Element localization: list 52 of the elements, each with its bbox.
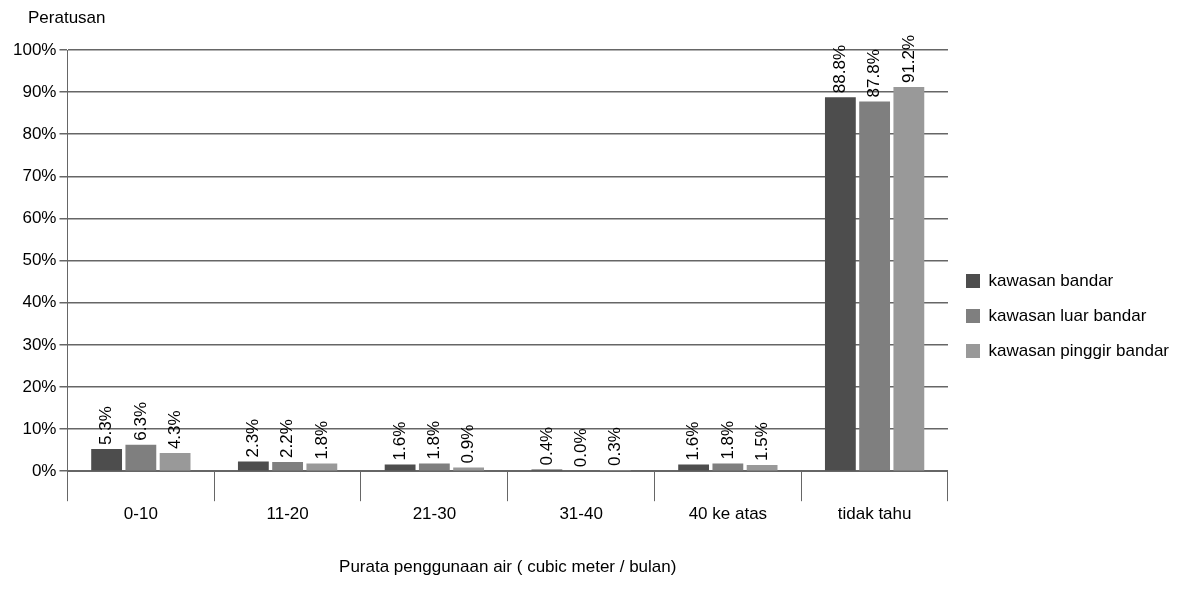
bar (453, 467, 485, 471)
bar (384, 464, 416, 471)
data-label: 0.0% (570, 428, 590, 468)
y-tick-label: 100% (13, 39, 57, 59)
legend-label: kawasan luar bandar (988, 305, 1147, 325)
data-label: 91.2% (898, 34, 918, 84)
data-label: 1.5% (751, 422, 771, 461)
y-tick-label: 80% (22, 123, 57, 143)
data-label: 6.3% (130, 401, 150, 441)
data-label: 88.8% (830, 44, 850, 94)
x-axis-title: Purata penggunaan air ( cubic meter / bulan) (339, 557, 677, 577)
data-label: 2.2% (277, 419, 297, 458)
bar (824, 97, 856, 471)
data-label: 1.6% (389, 421, 409, 461)
bar (746, 464, 778, 471)
y-tick-label: 90% (22, 81, 57, 101)
data-label: 5.3% (96, 406, 116, 445)
bar (678, 464, 710, 471)
y-tick-label: 60% (22, 208, 57, 228)
x-tick-label: 40 ke atas (688, 504, 768, 524)
bar (272, 461, 304, 471)
data-label: 87.8% (864, 49, 884, 98)
data-label: 2.3% (243, 418, 263, 458)
data-label: 0.4% (536, 426, 556, 466)
y-tick-label: 20% (22, 376, 57, 396)
y-tick-label: 30% (22, 334, 57, 354)
bar (125, 444, 157, 471)
data-label: 0.3% (605, 427, 625, 466)
legend-label: kawasan pinggir bandar (988, 340, 1170, 360)
x-tick-label: 31-40 (559, 504, 603, 524)
bar (893, 87, 925, 471)
y-tick-label: 40% (22, 292, 57, 312)
data-label: 0.9% (458, 424, 478, 464)
y-axis-title: Peratusan (28, 8, 106, 28)
bar (237, 461, 269, 471)
y-tick-label: 10% (22, 418, 57, 438)
y-tick-label: 50% (22, 250, 57, 270)
data-label: 1.6% (683, 421, 703, 461)
data-label: 4.3% (164, 410, 184, 450)
y-tick-label: 0% (31, 460, 57, 480)
x-tick-label: 21-30 (412, 504, 457, 524)
bar (91, 448, 123, 471)
bar (159, 453, 191, 471)
x-tick-label: 0-10 (123, 504, 158, 524)
x-tick-label: 11-20 (266, 504, 309, 524)
legend-label: kawasan bandar (988, 270, 1114, 290)
data-label: 1.8% (717, 420, 737, 460)
data-label: 1.8% (311, 420, 331, 460)
y-tick-label: 70% (22, 166, 57, 186)
bar (859, 101, 891, 471)
data-label: 1.8% (424, 420, 444, 460)
x-tick-label: tidak tahu (837, 504, 912, 524)
